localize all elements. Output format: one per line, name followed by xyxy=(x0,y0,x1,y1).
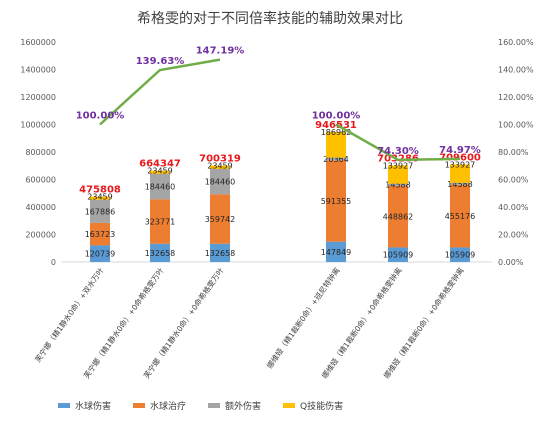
y-tick-label: 800000 xyxy=(25,148,56,157)
percent-label: 139.63% xyxy=(136,56,185,67)
data-label: 147849 xyxy=(321,248,352,257)
legend-item: Q技能伤害 xyxy=(283,399,343,412)
y-tick-label: 1200000 xyxy=(20,93,56,102)
data-label: 359742 xyxy=(205,215,236,224)
y2-tick-label: 120.00% xyxy=(498,93,534,102)
data-label: 14588 xyxy=(385,181,410,190)
data-label: 23459 xyxy=(87,193,112,202)
y2-tick-label: 140.00% xyxy=(498,66,534,75)
chart-legend: 水球伤害 水球治疗 额外伤害 Q技能伤害 xyxy=(58,399,365,412)
y2-tick-label: 20.00% xyxy=(498,231,529,240)
legend-item: 额外伤害 xyxy=(208,399,261,412)
bar-segment xyxy=(388,185,408,248)
bar-segment xyxy=(450,182,470,185)
percent-label: 100.00% xyxy=(312,111,361,122)
legend-swatch xyxy=(133,403,146,408)
legend-swatch xyxy=(283,403,296,408)
y-tick-label: 0 xyxy=(51,258,56,267)
data-label: 23459 xyxy=(207,162,232,171)
bar-segment xyxy=(150,173,170,200)
total-label: 664347 xyxy=(139,159,181,170)
y2-tick-label: 60.00% xyxy=(498,176,529,185)
bar-segment xyxy=(90,245,110,262)
bar-segment xyxy=(150,170,170,174)
bar-segment xyxy=(210,168,230,195)
data-label: 163723 xyxy=(85,230,116,239)
total-label: 475808 xyxy=(79,185,121,196)
legend-label: 水球伤害 xyxy=(75,402,112,412)
data-label: 184460 xyxy=(205,178,236,187)
data-label: 184460 xyxy=(145,183,176,192)
bar-segment xyxy=(90,222,110,246)
y-tick-label: 600000 xyxy=(25,176,56,185)
bar-segment xyxy=(326,241,346,262)
category-label: 芙宁娜（精1静水0命）+双水万叶 xyxy=(32,265,105,364)
percent-line xyxy=(335,123,461,162)
percent-label: 100.00% xyxy=(76,111,125,122)
total-label: 700319 xyxy=(199,154,241,165)
percent-label: 74.97% xyxy=(439,145,481,156)
bar-segment xyxy=(388,183,408,186)
bar-segment xyxy=(450,247,470,262)
legend-swatch xyxy=(58,403,70,408)
bar-segment xyxy=(388,165,408,184)
data-label: 20364 xyxy=(323,155,348,164)
bar-segment xyxy=(326,131,346,158)
bar-segment xyxy=(326,157,346,161)
data-label: 132658 xyxy=(205,249,236,258)
bar-segment xyxy=(90,199,110,223)
category-label: 娜维娅（精1裁断0命）+班尼特钟离 xyxy=(264,265,342,370)
bar-segment xyxy=(150,243,170,262)
legend-label: Q技能伤害 xyxy=(300,402,344,412)
bar-segment xyxy=(388,247,408,262)
y-tick-label: 400000 xyxy=(25,203,56,212)
data-label: 455176 xyxy=(445,212,476,221)
legend-item: 水球治疗 xyxy=(133,399,186,412)
percent-label: 147.19% xyxy=(196,46,245,57)
legend-label: 额外伤害 xyxy=(225,402,262,412)
y-tick-label: 200000 xyxy=(25,231,56,240)
bar-segment xyxy=(210,165,230,169)
data-label: 132658 xyxy=(145,249,176,258)
bar-segment xyxy=(450,164,470,183)
percent-line xyxy=(99,58,221,126)
bar-segment xyxy=(150,199,170,244)
bar-segment xyxy=(210,194,230,244)
data-label: 120739 xyxy=(85,250,116,259)
legend-item: 水球伤害 xyxy=(58,399,111,412)
y2-tick-label: 40.00% xyxy=(498,203,529,212)
y-tick-label: 1400000 xyxy=(20,66,56,75)
data-label: 186962 xyxy=(321,128,352,137)
data-label: 133927 xyxy=(383,161,414,170)
y2-tick-label: 160.00% xyxy=(498,38,534,47)
data-label: 23459 xyxy=(147,167,172,176)
y-tick-label: 1000000 xyxy=(20,121,56,130)
data-label: 105909 xyxy=(383,251,414,260)
bar-segment xyxy=(90,196,110,200)
y2-tick-label: 100.00% xyxy=(498,121,534,130)
total-label: 709600 xyxy=(439,152,481,163)
bar-segment xyxy=(210,243,230,262)
y2-tick-label: 80.00% xyxy=(498,148,529,157)
y2-tick-label: 0.00% xyxy=(498,258,524,267)
data-label: 323771 xyxy=(145,218,176,227)
data-label: 14588 xyxy=(447,180,472,189)
data-label: 448862 xyxy=(383,213,414,222)
data-label: 591355 xyxy=(321,197,352,206)
data-label: 105909 xyxy=(445,251,476,260)
percent-label: 74.30% xyxy=(377,146,419,157)
chart-title: 希格雯的对于不同倍率技能的辅助效果对比 xyxy=(137,11,403,27)
data-label: 167886 xyxy=(85,207,116,216)
legend-label: 水球治疗 xyxy=(150,402,187,412)
y-tick-label: 1600000 xyxy=(20,38,56,47)
data-label: 133927 xyxy=(445,160,476,169)
legend-swatch xyxy=(208,403,221,408)
bar-segment xyxy=(326,160,346,242)
bar-segment xyxy=(450,184,470,248)
